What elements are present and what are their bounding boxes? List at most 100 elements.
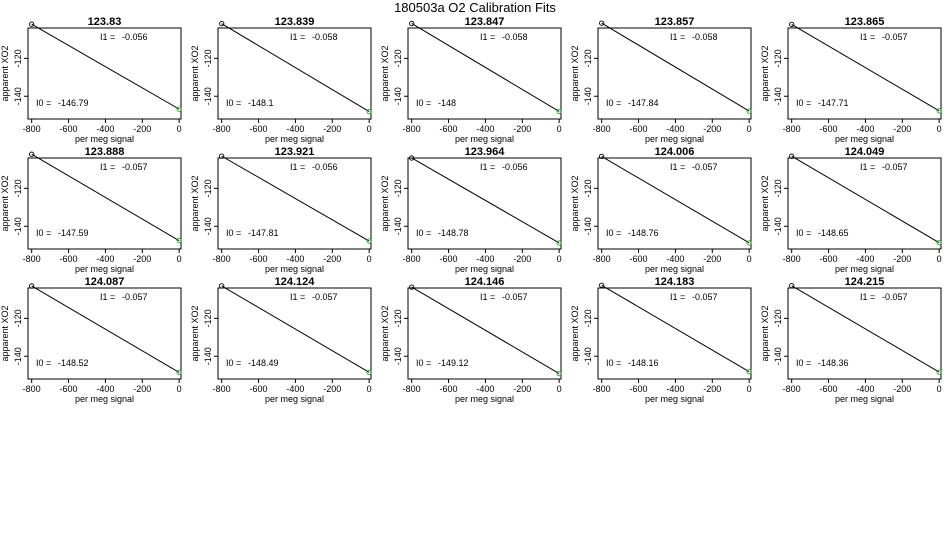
fit-line [31,153,180,242]
y-tick-label: -140 [773,217,783,235]
x-tick-label: -800 [23,384,41,394]
i0-value: -148.1 [248,98,274,108]
plot-frame [217,287,372,380]
panel-3: 123.847 -800 -600 -400 -200 0 -120 -140 per meg … [380,16,562,144]
i0-label: I0 = [226,358,241,368]
panel-title: 124.049 [845,146,885,158]
panel-title: 123.857 [655,16,695,28]
y-axis-label: apparent XO2 [0,45,10,101]
plot-frame [407,27,562,120]
fit-line [31,285,180,373]
y-axis-label: apparent XO2 [570,305,580,361]
x-tick-label: -600 [630,254,648,264]
i0-value: -147.81 [248,228,279,238]
y-axis-label: apparent XO2 [570,45,580,101]
x-tick-label: 0 [367,254,372,264]
x-tick-label: -800 [783,124,801,134]
i1-value: -0.057 [692,162,718,172]
y-axis-label: apparent XO2 [760,305,770,361]
fit-line [221,285,370,373]
x-axis-label: per meg signal [75,394,134,404]
x-tick-label: -600 [440,384,458,394]
x-tick-label: -200 [893,384,911,394]
panel-title: 124.124 [275,276,316,288]
plot-frame [787,287,942,380]
x-tick-label: 0 [557,124,562,134]
x-tick-label: -400 [476,124,494,134]
i1-label: I1 = [480,292,495,302]
data-point [599,153,605,160]
y-axis-label: apparent XO2 [190,45,200,101]
y-tick-label: -140 [773,347,783,365]
x-tick-label: -400 [666,254,684,264]
i1-label: I1 = [100,162,115,172]
i1-label: I1 = [290,292,305,302]
y-axis-label: apparent XO2 [760,45,770,101]
data-point [219,153,225,159]
i1-label: I1 = [860,292,875,302]
i1-label: I1 = [670,292,685,302]
x-tick-label: -200 [703,124,721,134]
i0-value: -148.16 [628,358,659,368]
plot-frame [597,157,752,250]
y-tick-label: -120 [773,179,783,197]
i0-value: -148.78 [438,228,469,238]
i1-label: I1 = [670,32,685,42]
i1-label: I1 = [480,32,495,42]
x-tick-label: 0 [177,254,182,264]
panel-title: 124.087 [85,276,125,288]
i1-value: -0.057 [122,162,148,172]
i0-label: I0 = [606,98,621,108]
x-tick-label: -200 [513,124,531,134]
y-axis-label: apparent XO2 [190,175,200,231]
i1-label: I1 = [480,162,495,172]
panel-title: 124.146 [465,276,505,288]
y-axis-label: apparent XO2 [380,45,390,101]
y-axis-label: apparent XO2 [190,305,200,361]
x-tick-label: -600 [820,384,838,394]
x-tick-label: -600 [820,124,838,134]
x-tick-label: -400 [666,384,684,394]
y-tick-label: -140 [583,217,593,235]
x-axis-label: per meg signal [645,264,704,274]
data-point [366,108,372,115]
x-tick-label: -600 [60,254,78,264]
i0-value: -149.12 [438,358,469,368]
x-tick-label: -800 [593,124,611,134]
x-tick-label: -800 [23,254,41,264]
panel-title: 123.964 [465,146,506,158]
panel-title: 123.839 [275,16,315,28]
plot-frame [217,27,372,120]
data-point [599,282,605,288]
panel-11: 124.087 -800 -600 -400 -200 0 -120 -140 per meg … [0,276,182,404]
x-tick-label: -200 [133,124,151,134]
x-tick-label: -400 [476,384,494,394]
x-tick-label: -400 [286,254,304,264]
panel-title: 124.215 [845,276,885,288]
panel-14: 124.183 -800 -600 -400 -200 0 -120 -140 per meg … [570,276,752,404]
i0-label: I0 = [36,358,51,368]
x-tick-label: -400 [856,254,874,264]
i1-label: I1 = [860,162,875,172]
x-tick-label: 0 [557,384,562,394]
y-tick-label: -140 [13,87,23,105]
y-tick-label: -140 [203,87,213,105]
fit-line [601,22,750,112]
panel-15: 124.215 -800 -600 -400 -200 0 -120 -140 per meg … [760,276,942,404]
data-point [176,237,182,244]
x-tick-label: -400 [96,384,114,394]
fit-line [221,23,370,113]
x-tick-label: -600 [60,124,78,134]
i1-label: I1 = [100,32,115,42]
i1-label: I1 = [100,292,115,302]
i1-value: -0.057 [122,292,148,302]
y-tick-label: -140 [13,347,23,365]
i0-label: I0 = [606,228,621,238]
data-point [936,108,942,114]
y-axis-label: apparent XO2 [380,175,390,231]
panel-5: 123.865 -800 -600 -400 -200 0 -120 -140 per meg … [760,16,942,144]
fit-line [791,23,940,112]
x-tick-label: -400 [666,124,684,134]
x-tick-label: -200 [513,384,531,394]
fit-line [601,284,750,373]
